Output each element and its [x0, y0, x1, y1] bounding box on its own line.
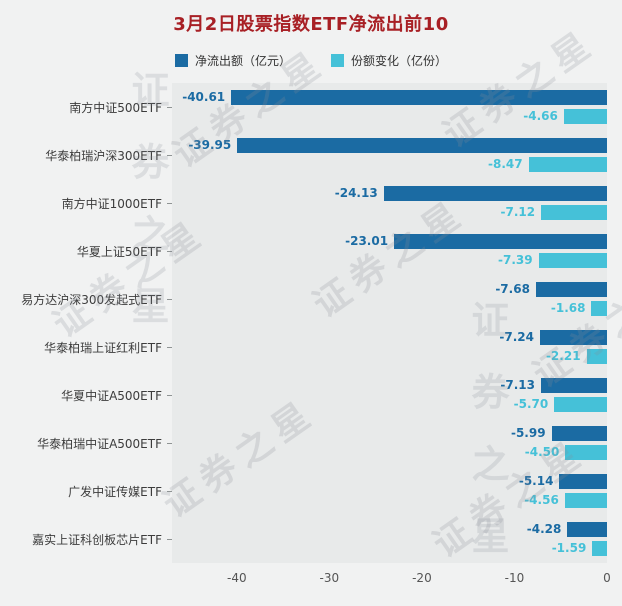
share-bar [591, 301, 607, 316]
chart-row: 华夏上证50ETF -23.01 -7.39 [0, 227, 607, 275]
outflow-bar [559, 474, 607, 489]
share-bar [554, 397, 607, 412]
category-label: 华泰柏瑞中证A500ETF [0, 419, 172, 467]
plot-area: -5.99 -4.50 [172, 419, 607, 467]
category-label: 嘉实上证科创板芯片ETF [0, 515, 172, 563]
share-bar [565, 445, 607, 460]
legend: 净流出额（亿元） 份额变化（亿份） [0, 52, 622, 69]
category-label: 广发中证传媒ETF [0, 467, 172, 515]
outflow-bar [383, 186, 607, 201]
plot-area: -7.68 -1.68 [172, 275, 607, 323]
plot-area: -39.95 -8.47 [172, 131, 607, 179]
category-label: 易方达沪深300发起式ETF [0, 275, 172, 323]
share-value: -2.21 [545, 349, 581, 363]
x-axis: -40 -30 -20 -10 0 [172, 563, 611, 591]
legend-item: 净流出额（亿元） [174, 52, 291, 69]
chart-row: 华泰柏瑞沪深300ETF -39.95 -8.47 [0, 131, 607, 179]
outflow-bar [231, 90, 607, 105]
plot-area: -5.14 -4.56 [172, 467, 607, 515]
x-tick-label: -10 [504, 571, 525, 585]
x-tick-label: -20 [412, 571, 432, 585]
plot-area: -40.61 -4.66 [172, 83, 607, 131]
outflow-bar [394, 234, 607, 249]
bar-chart: 南方中证500ETF -40.61 -4.66 华泰柏瑞沪深300ETF -39.95-… [0, 83, 607, 563]
share-bar [538, 253, 607, 268]
outflow-bar [535, 282, 607, 297]
category-label: 华泰柏瑞上证红利ETF [0, 323, 172, 371]
share-value: -7.39 [498, 253, 533, 267]
chart-row: 易方达沪深300发起式ETF -7.68 -1.68 [0, 275, 607, 323]
share-value: -7.12 [500, 205, 536, 219]
outflow-value: -5.99 [510, 426, 546, 440]
chart-row: 嘉实上证科创板芯片ETF -4.28 -1.59 [0, 515, 607, 563]
x-tick-label: -30 [319, 571, 340, 585]
share-bar [528, 157, 607, 172]
outflow-bar [567, 522, 607, 537]
outflow-bar [237, 138, 607, 153]
outflow-value: -4.28 [526, 522, 562, 536]
chart-title: 3月2日股票指数ETF净流出前10 [173, 14, 449, 35]
share-bar [592, 541, 607, 556]
share-value: -1.68 [550, 301, 586, 315]
share-legend-swatch [331, 54, 344, 67]
category-label: 华夏上证50ETF [0, 227, 172, 275]
plot-area: -7.24 -2.21 [172, 323, 607, 371]
outflow-value: -5.14 [518, 474, 554, 488]
outflow-bar [551, 426, 607, 441]
outflow-bar [540, 330, 607, 345]
share-value: -4.66 [523, 109, 558, 123]
legend-label: 净流出额（亿元） [194, 54, 291, 68]
share-value: -4.56 [524, 493, 559, 507]
outflow-value: -40.61 [182, 90, 226, 104]
legend-label: 份额变化（亿份） [351, 54, 448, 68]
chart-row: 广发中证传媒ETF -5.14 -4.56 [0, 467, 607, 515]
share-bar [564, 493, 607, 508]
plot-area: -4.28 -1.59 [172, 515, 607, 563]
share-value: -1.59 [551, 541, 587, 555]
outflow-value: -39.95 [188, 138, 232, 152]
outflow-value: -7.24 [499, 330, 534, 344]
category-label: 华夏中证A500ETF [0, 371, 172, 419]
legend-item: 份额变化（亿份） [331, 52, 447, 69]
chart-row: 南方中证1000ETF -24.13 -7.12 [0, 179, 607, 227]
share-value: -4.50 [524, 445, 560, 459]
category-label: 华泰柏瑞沪深300ETF [0, 131, 172, 179]
x-tick-label: 0 [603, 571, 611, 585]
chart-row: 南方中证500ETF -40.61 -4.66 [0, 83, 607, 131]
plot-area: -24.13 -7.12 [172, 179, 607, 227]
category-label: 南方中证1000ETF [0, 179, 172, 227]
share-value: -5.70 [513, 397, 549, 411]
outflow-value: -7.13 [500, 378, 536, 392]
share-bar [586, 349, 607, 364]
share-value: -8.47 [488, 157, 523, 171]
outflow-value: -23.01 [345, 234, 389, 248]
plot-area: -7.13 -5.70 [172, 371, 607, 419]
category-label: 南方中证500ETF [0, 83, 172, 131]
plot-area: -23.01 -7.39 [172, 227, 607, 275]
outflow-bar [541, 378, 607, 393]
chart-row: 华夏中证A500ETF -7.13 -5.70 [0, 371, 607, 419]
x-tick-label: -40 [226, 571, 247, 585]
outflow-value: -7.68 [495, 282, 530, 296]
outflow-value: -24.13 [334, 186, 378, 200]
chart-row: 华泰柏瑞中证A500ETF -5.99 -4.50 [0, 419, 607, 467]
chart-row: 华泰柏瑞上证红利ETF -7.24 -2.21 [0, 323, 607, 371]
share-bar [563, 109, 607, 124]
bar-rows: 南方中证500ETF -40.61 -4.66 华泰柏瑞沪深300ETF -39.95-… [0, 83, 607, 563]
share-bar [541, 205, 607, 220]
outflow-legend-swatch [174, 54, 188, 67]
